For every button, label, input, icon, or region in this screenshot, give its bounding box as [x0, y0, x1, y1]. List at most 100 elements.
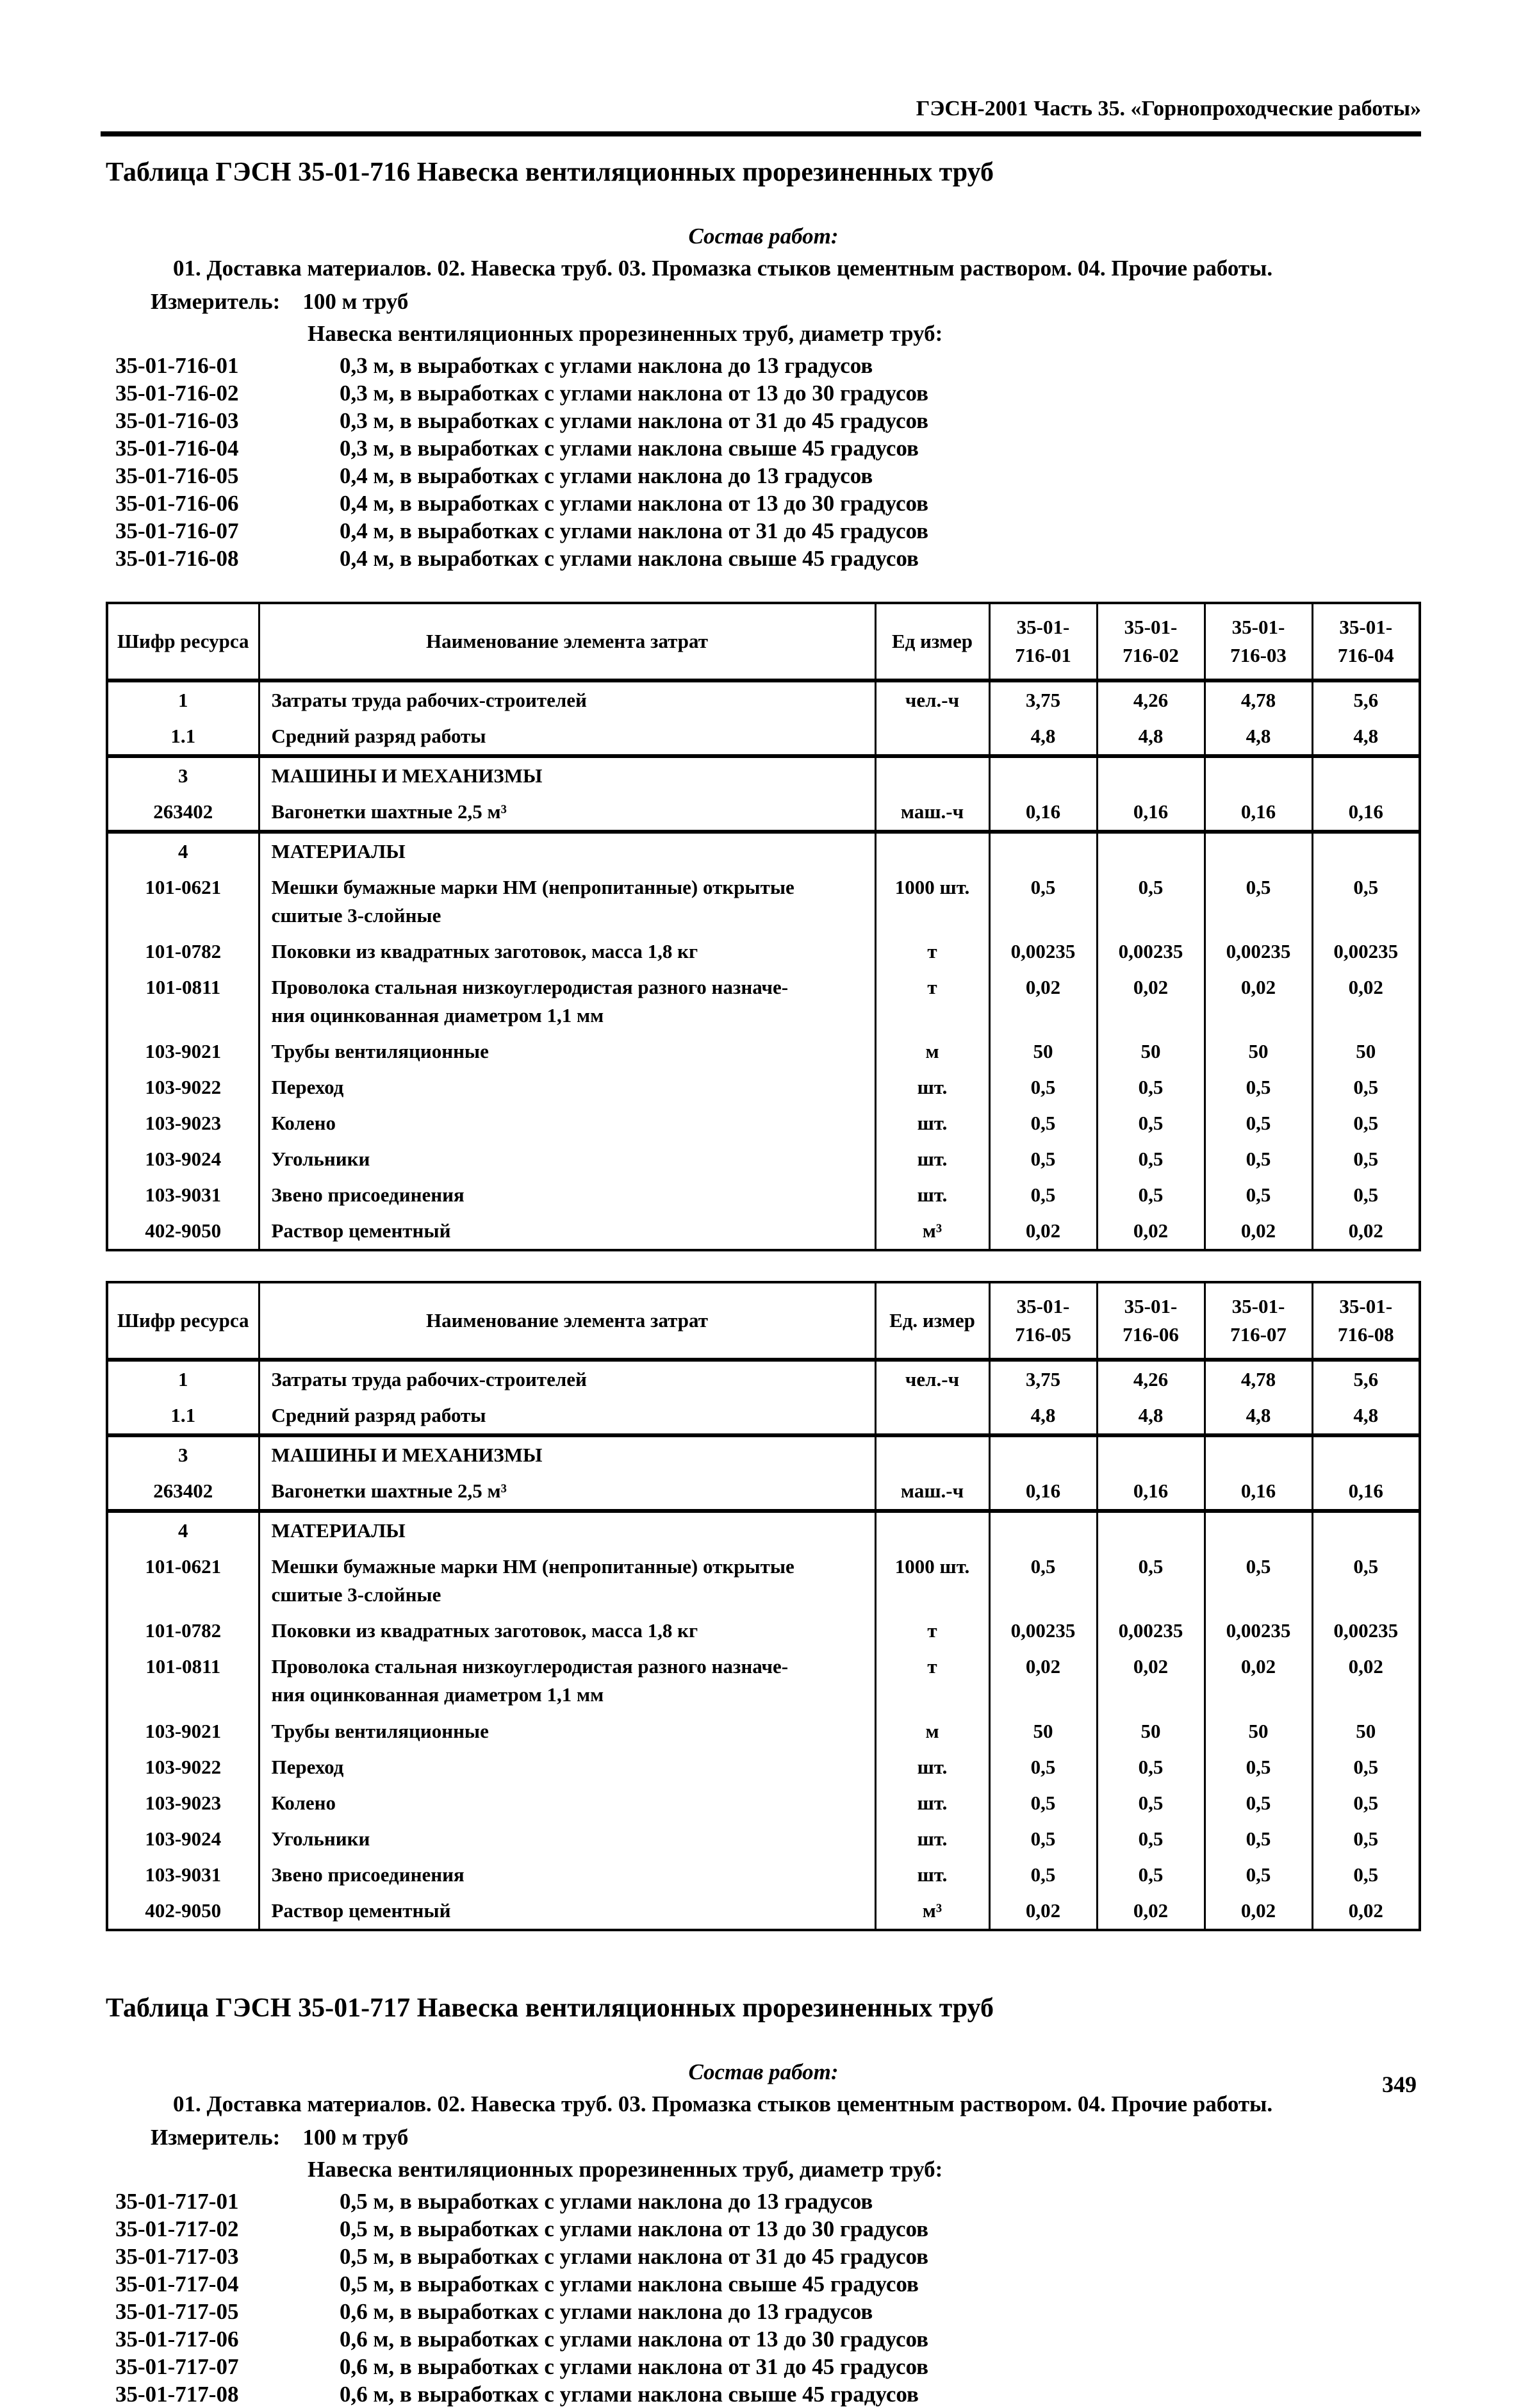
cell-val: 50 [988, 1713, 1097, 1749]
cell-name: Колено [258, 1105, 875, 1142]
work-composition-label: Состав работ: [688, 224, 839, 249]
cell-unit [874, 754, 989, 795]
cell-name: Звено присоединения [258, 1177, 875, 1214]
cell-val [988, 1433, 1097, 1474]
header-norm-code: 35-01- 716-07 [1203, 1282, 1312, 1360]
norm-item-desc: 0,5 м, в выработках с углами наклона свы… [340, 2271, 919, 2297]
cell-name: Затраты труда рабочих-строителей [258, 679, 875, 719]
cell-name: Вагонетки шахтные 2,5 м³ [258, 794, 875, 832]
cell-code: 263402 [106, 794, 259, 832]
cell-val: 0,5 [1096, 1856, 1205, 1893]
cell-val: 0,02 [1096, 969, 1205, 1034]
cell-code: 101-0782 [106, 1613, 259, 1649]
norm-list-intro: Навеска вентиляционных прорезиненных тру… [308, 2156, 943, 2182]
norm-item: 35-01-717-07 0,6 м, в выработках с углами… [106, 2353, 1421, 2380]
cell-val: 0,5 [1096, 1549, 1205, 1613]
table-row: 103-9024 Угольники шт. 0,5 0,5 0,5 0,5 [106, 1820, 1420, 1857]
cell-name: Угольники [258, 1820, 875, 1857]
norm-item: 35-01-716-07 0,4 м, в выработках с углами… [106, 517, 1421, 545]
cell-unit: шт. [874, 1856, 989, 1893]
cell-val: 0,5 [1203, 1141, 1312, 1178]
cell-val: 0,02 [1311, 1213, 1420, 1251]
cell-val: 0,02 [1203, 1649, 1312, 1713]
norm-item-desc: 0,6 м, в выработках с углами наклона до … [340, 2298, 873, 2324]
norm-item-desc: 0,6 м, в выработках с углами наклона от … [340, 2326, 929, 2352]
cell-code: 103-9024 [106, 1141, 259, 1178]
header-resource-code: Шифр ресурса [106, 603, 259, 681]
norm-item-desc: 0,4 м, в выработках с углами наклона от … [340, 491, 929, 516]
norm-item-desc: 0,5 м, в выработках с углами наклона от … [340, 2216, 929, 2241]
cell-name: Трубы вентиляционные [258, 1034, 875, 1070]
cell-val: 0,02 [1203, 969, 1312, 1034]
header-cost-element-name: Наименование элемента затрат [258, 603, 875, 681]
norm-item: 35-01-717-01 0,5 м, в выработках с углами… [106, 2188, 1421, 2215]
cell-val: 0,5 [988, 1177, 1097, 1214]
cell-val [1096, 1433, 1205, 1474]
norm-item: 35-01-717-06 0,6 м, в выработках с углами… [106, 2325, 1421, 2353]
cell-val: 0,5 [1311, 1105, 1420, 1142]
header-norm-code: 35-01- 716-04 [1311, 603, 1420, 681]
cell-val: 0,02 [988, 969, 1097, 1034]
cell-unit: шт. [874, 1749, 989, 1785]
cell-val: 0,16 [988, 1473, 1097, 1512]
cell-val: 0,5 [1096, 1177, 1205, 1214]
work-composition-label: Состав работ: [688, 2059, 839, 2084]
cell-val: 0,5 [1203, 1820, 1312, 1857]
cell-unit: 1000 шт. [874, 1549, 989, 1613]
cell-val: 0,5 [1096, 870, 1205, 934]
cell-val: 0,02 [988, 1892, 1097, 1930]
cell-val: 0,16 [988, 794, 1097, 832]
cell-val: 0,02 [988, 1649, 1097, 1713]
cell-val: 0,5 [1096, 1785, 1205, 1821]
work-composition-text: 01. Доставка материалов. 02. Навеска тру… [173, 256, 1273, 281]
cell-val: 0,02 [1096, 1892, 1205, 1930]
cell-unit: 1000 шт. [874, 870, 989, 934]
cell-val: 0,16 [1096, 1473, 1205, 1512]
cell-code: 103-9023 [106, 1105, 259, 1142]
cell-val: 50 [988, 1034, 1097, 1070]
cell-unit: шт. [874, 1105, 989, 1142]
cell-val: 0,02 [1203, 1213, 1312, 1251]
norm-item: 35-01-717-05 0,6 м, в выработках с углами… [106, 2298, 1421, 2325]
cell-val: 0,02 [1311, 1649, 1420, 1713]
cell-val: 0,00235 [988, 1613, 1097, 1649]
norm-item: 35-01-717-08 0,6 м, в выработках с углами… [106, 2380, 1421, 2408]
norm-item-code: 35-01-716-07 [115, 518, 239, 544]
norm-item: 35-01-716-02 0,3 м, в выработках с углами… [106, 379, 1421, 407]
cell-code: 103-9023 [106, 1785, 259, 1821]
table-row: 1.1 Средний разряд работы 4,8 4,8 4,8 4,8 [106, 1398, 1420, 1436]
cell-val: 3,75 [988, 1358, 1097, 1398]
cell-name: Вагонетки шахтные 2,5 м³ [258, 1473, 875, 1512]
table-row: 103-9031 Звено присоединения шт. 0,5 0,5 0,5 0… [106, 1177, 1420, 1214]
cell-unit [874, 830, 989, 870]
cell-code: 103-9022 [106, 1069, 259, 1106]
cell-val: 0,00235 [988, 934, 1097, 970]
cell-val: 50 [1203, 1034, 1312, 1070]
cell-val: 3,75 [988, 679, 1097, 719]
section-717: Таблица ГЭСН 35-01-717 Навеска вентиляци… [106, 1993, 1421, 2408]
section-717-title: Таблица ГЭСН 35-01-717 Навеска вентиляци… [106, 1993, 994, 2023]
cell-code: 103-9022 [106, 1749, 259, 1785]
cell-val: 0,5 [1203, 1069, 1312, 1106]
cell-val: 0,16 [1311, 1473, 1420, 1512]
cost-table-716-01-04: Шифр ресурса Наименование элемента затра… [106, 602, 1421, 1252]
cell-val: 0,5 [1203, 1549, 1312, 1613]
norm-item: 35-01-716-08 0,4 м, в выработках с углами… [106, 545, 1421, 572]
cell-unit: шт. [874, 1177, 989, 1214]
cell-val [988, 830, 1097, 870]
norm-item-code: 35-01-717-07 [115, 2354, 239, 2379]
norm-item-desc: 0,4 м, в выработках с углами наклона от … [340, 518, 929, 544]
header-norm-code: 35-01- 716-03 [1203, 603, 1312, 681]
cell-val: 0,02 [1311, 969, 1420, 1034]
cell-val [1203, 754, 1312, 795]
cell-name: Мешки бумажные марки НМ (непропитанные) … [258, 1549, 875, 1613]
work-composition-text: 01. Доставка материалов. 02. Навеска тру… [173, 2091, 1273, 2116]
cell-unit: т [874, 969, 989, 1034]
cell-val: 0,5 [1311, 870, 1420, 934]
norm-list-716: 35-01-716-01 0,3 м, в выработках с углами… [106, 352, 1421, 572]
table-row: 103-9024 Угольники шт. 0,5 0,5 0,5 0,5 [106, 1141, 1420, 1178]
cell-code: 263402 [106, 1473, 259, 1512]
cell-unit: м³ [874, 1213, 989, 1251]
table-row: 101-0782 Поковки из квадратных заготовок,… [106, 934, 1420, 970]
cell-val: 0,00235 [1096, 1613, 1205, 1649]
